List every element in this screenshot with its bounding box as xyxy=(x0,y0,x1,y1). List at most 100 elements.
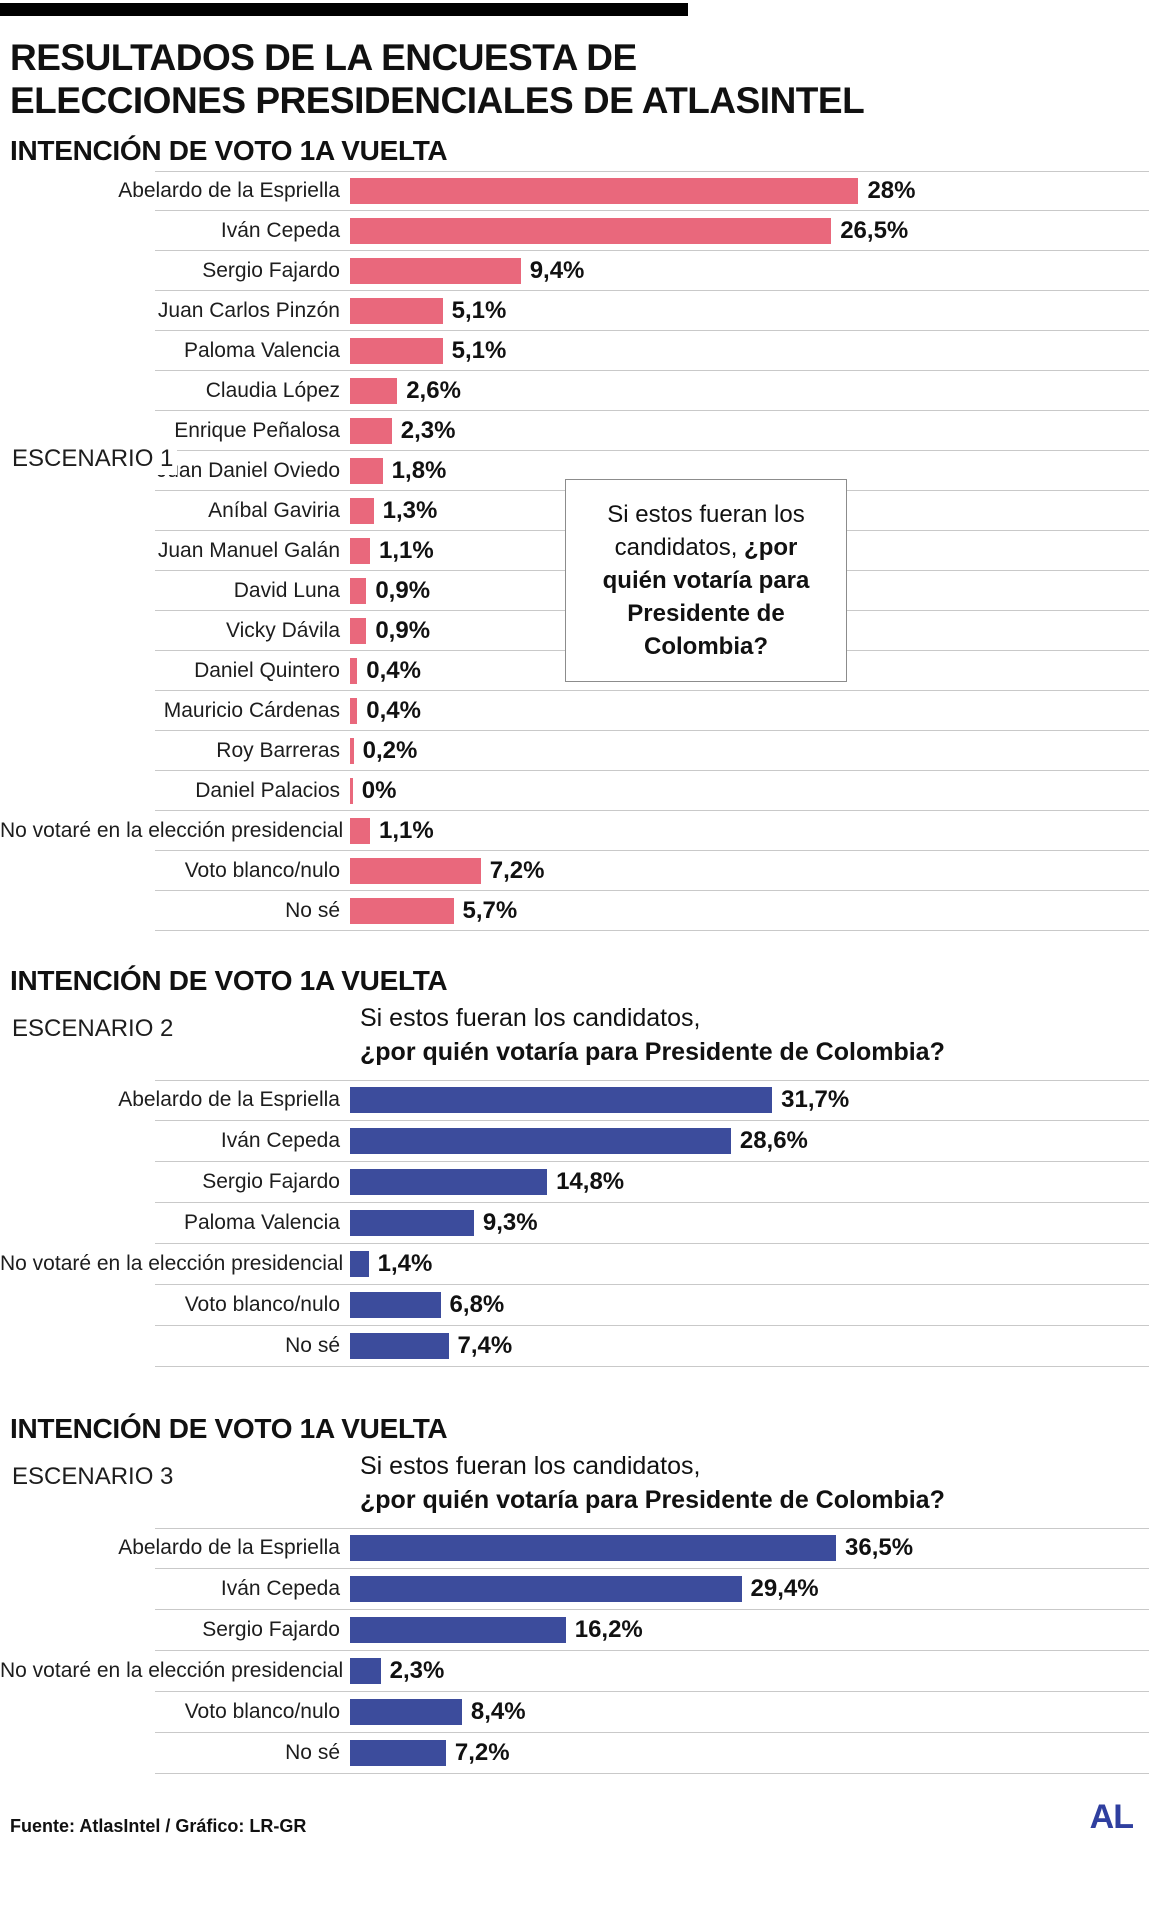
bar-area: 36,5% xyxy=(350,1528,1149,1569)
question-text-bold: ¿por quién votaría para Presidente de Co… xyxy=(602,533,810,660)
bar xyxy=(350,617,367,644)
chart-row: No votaré en la elección presidencial 1,1… xyxy=(0,811,1149,851)
bar-area: 9,4% xyxy=(350,251,1149,291)
bar xyxy=(350,177,859,204)
candidate-label: Voto blanco/nulo xyxy=(184,1293,340,1317)
chart-row: Sergio Fajardo 16,2% xyxy=(0,1610,1149,1651)
bar-area: 0% xyxy=(350,771,1149,811)
value-label: 0,9% xyxy=(375,616,431,644)
chart-row: Mauricio Cárdenas 0,4% xyxy=(0,691,1149,731)
value-label: 5,1% xyxy=(451,336,507,364)
bar-area: 0,9% xyxy=(350,571,1149,611)
bar-area: 0,2% xyxy=(350,731,1149,771)
bar xyxy=(350,1699,462,1726)
value-label: 2,6% xyxy=(406,376,461,404)
scenario-3-subheader: ESCENARIO 3 Si estos fueran los candidat… xyxy=(0,1449,1149,1518)
value-label: 7,4% xyxy=(457,1332,513,1360)
bar xyxy=(350,1617,566,1644)
question-line1: Si estos fueran los candidatos, xyxy=(360,1003,701,1032)
bar xyxy=(350,337,443,364)
page-title: RESULTADOS DE LA ENCUESTA DE ELECCIONES … xyxy=(10,36,1149,123)
candidate-label: Sergio Fajardo xyxy=(202,1170,340,1194)
bar xyxy=(350,1087,773,1114)
bar-area: 5,1% xyxy=(350,331,1149,371)
value-label: 36,5% xyxy=(845,1534,914,1562)
chart-row: Abelardo de la Espriella 28% xyxy=(0,171,1149,211)
chart-row: Sergio Fajardo 14,8% xyxy=(0,1162,1149,1203)
value-label: 9,3% xyxy=(482,1209,538,1237)
bar-area: 0,4% xyxy=(350,651,1149,691)
bar-area: 26,5% xyxy=(350,211,1149,251)
candidate-label: Vicky Dávila xyxy=(226,618,340,642)
value-label: 9,4% xyxy=(529,256,585,284)
scenario-2-section: INTENCIÓN DE VOTO 1A VUELTA ESCENARIO 2 … xyxy=(0,965,1149,1367)
candidate-label: No sé xyxy=(285,1741,340,1765)
bar-area: 31,7% xyxy=(350,1080,1149,1121)
chart-row: No sé 7,2% xyxy=(0,1733,1149,1774)
bar xyxy=(350,1576,742,1603)
chart-row: No votaré en la elección presidencial 2,3… xyxy=(0,1651,1149,1692)
scenario-2-question: Si estos fueran los candidatos, ¿por qui… xyxy=(350,1001,945,1070)
footer: Fuente: AtlasIntel / Gráfico: LR-GR AL xyxy=(0,1798,1149,1843)
bar-area: 14,8% xyxy=(350,1162,1149,1203)
al-logo: AL xyxy=(1089,1797,1134,1836)
bar xyxy=(350,1292,441,1319)
chart-row: Daniel Quintero 0,4% xyxy=(0,651,1149,691)
chart-row: Voto blanco/nulo 8,4% xyxy=(0,1692,1149,1733)
scenario-1-section: INTENCIÓN DE VOTO 1A VUELTA ESCENARIO 1 … xyxy=(0,135,1149,931)
bar xyxy=(350,1535,837,1562)
candidate-label: No votaré en la elección presidencial xyxy=(0,1659,344,1683)
value-label: 1,1% xyxy=(378,816,434,844)
candidate-label: Enrique Peñalosa xyxy=(174,418,340,442)
candidate-label: No sé xyxy=(285,898,340,922)
value-label: 7,2% xyxy=(454,1739,510,1767)
value-label: 29,4% xyxy=(750,1575,819,1603)
bar xyxy=(350,857,481,884)
chart-row: Paloma Valencia 9,3% xyxy=(0,1203,1149,1244)
bar xyxy=(350,777,353,804)
scenario-1-section-title: INTENCIÓN DE VOTO 1A VUELTA xyxy=(10,134,448,166)
candidate-label: Voto blanco/nulo xyxy=(184,858,340,882)
value-label: 0,4% xyxy=(366,696,421,724)
candidate-label: David Luna xyxy=(233,578,340,602)
candidate-label: Daniel Quintero xyxy=(194,658,340,682)
scenario-1-label: ESCENARIO 1 xyxy=(12,442,178,475)
scenario-2-label: ESCENARIO 2 xyxy=(12,1014,174,1042)
candidate-label: Juan Daniel Oviedo xyxy=(156,458,340,482)
scenario-1-question-box: Si estos fueran los candidatos, ¿por qui… xyxy=(565,478,847,683)
candidate-label: Claudia López xyxy=(205,378,340,402)
candidate-label: Abelardo de la Espriella xyxy=(118,178,340,202)
chart-row: Sergio Fajardo 9,4% xyxy=(0,251,1149,291)
bar xyxy=(350,417,392,444)
bar-area: 2,6% xyxy=(350,371,1149,411)
chart-row: No sé 7,4% xyxy=(0,1326,1149,1367)
question-line2: ¿por quién votaría para Presidente de Co… xyxy=(360,1038,945,1067)
candidate-label: Sergio Fajardo xyxy=(202,258,340,282)
bar-area: 28,6% xyxy=(350,1121,1149,1162)
bar xyxy=(350,577,367,604)
value-label: 14,8% xyxy=(556,1168,625,1196)
candidate-label: Paloma Valencia xyxy=(183,338,340,362)
value-label: 2,3% xyxy=(400,416,456,444)
bar-area: 28% xyxy=(350,171,1149,211)
question-line1: Si estos fueran los candidatos, xyxy=(360,1451,701,1480)
value-label: 0,2% xyxy=(362,736,418,764)
chart-row: Iván Cepeda 26,5% xyxy=(0,211,1149,251)
bar-area: 5,1% xyxy=(350,291,1149,331)
chart-row: Enrique Peñalosa 2,3% xyxy=(0,411,1149,451)
candidate-label: Juan Manuel Galán xyxy=(157,538,340,562)
scenario-3-label: ESCENARIO 3 xyxy=(12,1462,174,1490)
candidate-label: Daniel Palacios xyxy=(195,778,340,802)
candidate-label: Voto blanco/nulo xyxy=(184,1700,340,1724)
chart-row: Claudia López 2,6% xyxy=(0,371,1149,411)
bar-area: 1,4% xyxy=(350,1244,1149,1285)
page-title-line2: ELECCIONES PRESIDENCIALES DE ATLASINTEL xyxy=(10,80,865,122)
source-credit: Fuente: AtlasIntel / Gráfico: LR-GR xyxy=(10,1815,307,1836)
bar xyxy=(350,697,358,724)
chart-row: Abelardo de la Espriella 36,5% xyxy=(0,1528,1149,1569)
bar-area: 0,4% xyxy=(350,691,1149,731)
bar xyxy=(350,737,354,764)
bar-area: 1,8% xyxy=(350,451,1149,491)
bar xyxy=(350,257,521,284)
bar-area: 16,2% xyxy=(350,1610,1149,1651)
